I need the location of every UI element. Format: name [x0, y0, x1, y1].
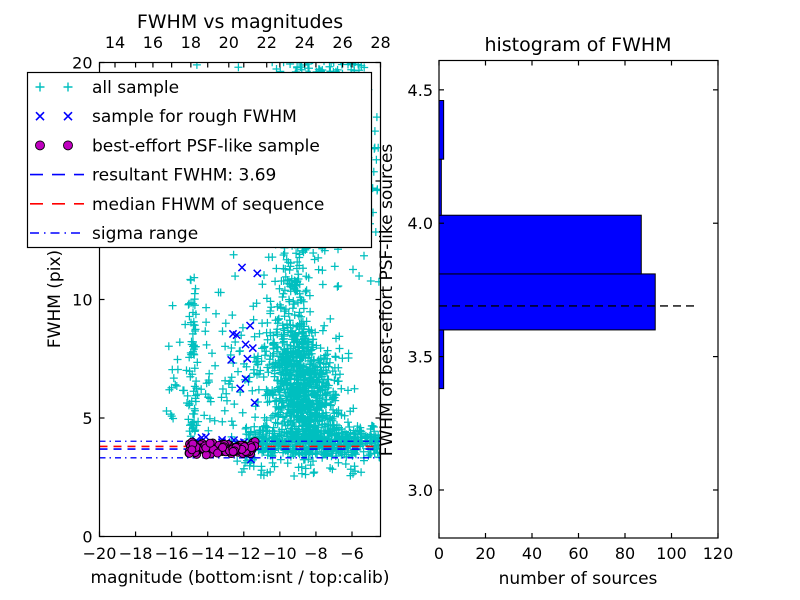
hist-x-tick-label: 60 [568, 544, 588, 563]
legend-entry: median FHWM of sequence [30, 195, 324, 215]
top-tick-label: 20 [219, 33, 239, 52]
hist-x-tick-label: 80 [615, 544, 635, 563]
x-tick-label: −14 [191, 544, 225, 563]
x-tick-label: −10 [263, 544, 297, 563]
x-marker-icon [63, 111, 73, 121]
legend-entry: resultant FWHM: 3.69 [30, 166, 276, 186]
scatter-xaxis-label: magnitude (bottom:isnt / top:calib) [91, 568, 390, 588]
hist-y-tick-label: 4.5 [408, 81, 433, 100]
scatter-axes-ticks: −20 −18 −16 −14 −12 −10 −8 −6 14 16 18 20 22 24 26 28 0 5… [72, 33, 391, 563]
y-tick-label: 5 [82, 409, 92, 428]
histogram-bars-layer [439, 100, 695, 390]
top-tick-label: 14 [105, 33, 125, 52]
histogram-plot-fwhm: 0 20 40 60 80 100 120 3.0 3.5 4.0 4.5 histogram of… [377, 34, 733, 589]
histogram-yaxis-label: FWHM of best-effort PSF-like sources [377, 144, 397, 457]
plus-marker-icon [63, 82, 73, 92]
legend-entry-label: median FHWM of sequence [92, 195, 324, 215]
x-tick-label: −16 [155, 544, 189, 563]
histogram-bar [439, 214, 642, 275]
legend-entries: all sample sample for rough FWHM best-effo… [30, 78, 324, 244]
top-tick-label: 28 [370, 33, 390, 52]
psf-like-sample-series [184, 437, 260, 460]
histogram-plot-title: histogram of FWHM [484, 34, 671, 56]
scatter-plot-title: FWHM vs magnitudes [137, 11, 343, 33]
hist-y-tick-label: 4.0 [408, 214, 433, 233]
y-tick-label: 20 [72, 54, 92, 73]
scatter-plot-fwhm-vs-magnitudes: −20 −18 −16 −14 −12 −10 −8 −6 14 16 18 20 22 24 26 28 0 5… [45, 11, 391, 588]
histogram-xaxis-label: number of sources [499, 569, 658, 589]
legend-frame [26, 71, 373, 249]
circle-marker-icon [63, 140, 73, 151]
scatter-series-layer [99, 62, 381, 480]
hist-x-tick-label: 0 [434, 544, 444, 563]
legend-entry: sample for rough FWHM [35, 107, 297, 127]
top-tick-label: 22 [257, 33, 277, 52]
hist-x-tick-label: 40 [522, 544, 542, 563]
circle-marker-icon [35, 140, 45, 151]
legend-entry-label: sample for rough FWHM [92, 107, 297, 127]
scatter-plot-frame [98, 61, 382, 538]
plus-marker-icon [35, 82, 45, 92]
top-tick-label: 18 [181, 33, 201, 52]
legend-entry-label: best-effort PSF-like sample [92, 136, 320, 156]
legend-entry-label: resultant FWHM: 3.69 [92, 166, 276, 186]
hist-x-tick-label: 100 [656, 544, 687, 563]
top-tick-label: 16 [143, 33, 163, 52]
top-tick-label: 26 [332, 33, 352, 52]
hist-y-tick-label: 3.5 [408, 348, 433, 367]
x-tick-label: −12 [227, 544, 261, 563]
legend-entry-label: all sample [92, 78, 179, 98]
legend-entry: best-effort PSF-like sample [35, 136, 320, 156]
top-tick-label: 24 [294, 33, 314, 52]
histogram-bar [439, 329, 445, 390]
histogram-axes-ticks: 0 20 40 60 80 100 120 3.0 3.5 4.0 4.5 [408, 60, 734, 563]
x-tick-label: −18 [119, 544, 153, 563]
hist-x-tick-label: 20 [475, 544, 495, 563]
histogram-plot-frame [438, 59, 719, 539]
legend-entry: all sample [35, 78, 179, 98]
legend-entry: sigma range [30, 224, 198, 244]
hist-x-tick-label: 120 [703, 544, 734, 563]
x-marker-icon [35, 111, 45, 121]
histogram-bar [439, 100, 445, 160]
legend: all sample sample for rough FWHM best-effo… [26, 71, 373, 249]
y-tick-label: 10 [72, 291, 92, 310]
legend-entry-label: sigma range [92, 224, 198, 244]
y-tick-label: 0 [82, 528, 92, 547]
scatter-yaxis-label: FWHM (pix) [45, 250, 65, 348]
x-tick-label: −6 [340, 544, 364, 563]
histogram-bar [439, 273, 656, 331]
x-tick-label: −8 [304, 544, 328, 563]
x-tick-label: −20 [83, 544, 117, 563]
hist-y-tick-label: 3.0 [408, 481, 433, 500]
